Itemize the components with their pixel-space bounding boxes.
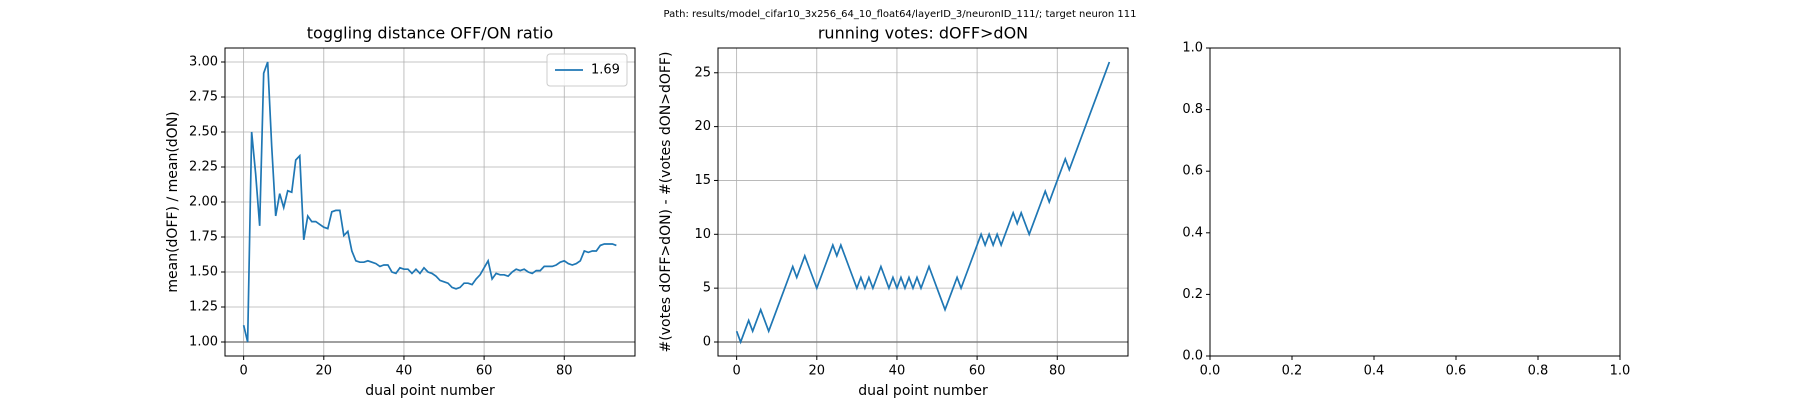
y-tick-label: 0 [703,335,711,350]
x-axis-label: dual point number [858,383,988,399]
x-tick-label: 60 [476,364,493,379]
y-tick-label: 15 [694,173,711,188]
y-tick-label: 1.0 [1182,41,1203,56]
y-tick-label: 5 [703,281,711,296]
y-tick-label: 25 [694,65,711,80]
y-tick-label: 1.25 [189,300,218,315]
x-tick-label: 40 [889,364,906,379]
y-axis-label: mean(dOFF) / mean(dON) [165,111,181,292]
y-axis-label: #(votes dOFF>dON) - #(votes dON>dOFF) [658,52,674,353]
y-tick-label: 1.00 [189,335,218,350]
x-tick-label: 0 [732,364,740,379]
x-tick-label: 40 [396,364,413,379]
y-tick-label: 0.4 [1182,225,1203,240]
y-tick-label: 2.75 [189,90,218,105]
y-tick-label: 0.0 [1182,349,1203,364]
y-tick-label: 2.50 [189,125,218,140]
y-tick-label: 0.8 [1182,102,1203,117]
x-tick-label: 0 [239,364,247,379]
y-tick-label: 10 [694,227,711,242]
x-tick-label: 80 [1049,364,1066,379]
x-tick-label: 0.2 [1282,364,1303,379]
x-tick-label: 60 [969,364,986,379]
x-tick-label: 20 [316,364,333,379]
y-tick-label: 20 [694,119,711,134]
y-tick-label: 1.75 [189,230,218,245]
y-tick-label: 3.00 [189,55,218,70]
axes-frame [224,47,636,357]
y-tick-label: 2.25 [189,160,218,175]
data-line [735,61,1111,345]
x-tick-label: 0.6 [1446,364,1467,379]
axes-frame [717,47,1129,357]
y-tick-label: 0.2 [1182,287,1203,302]
x-tick-label: 0.0 [1200,364,1221,379]
y-tick-label: 2.00 [189,195,218,210]
legend-box [546,53,628,87]
x-axis-label: dual point number [365,383,495,399]
suptitle: Path: results/model_cifar10_3x256_64_10_… [664,9,1137,20]
x-tick-label: 0.4 [1364,364,1385,379]
axes-frame [1209,47,1621,357]
y-tick-label: 0.6 [1182,164,1203,179]
y-tick-label: 1.50 [189,265,218,280]
x-tick-label: 80 [556,364,573,379]
x-tick-label: 0.8 [1528,364,1549,379]
x-tick-label: 1.0 [1610,364,1631,379]
data-line [242,61,617,343]
axes-title: running votes: dOFF>dON [818,24,1028,43]
x-tick-label: 20 [809,364,826,379]
legend-label: 1.69 [591,63,620,78]
axes-title: toggling distance OFF/ON ratio [307,24,553,43]
